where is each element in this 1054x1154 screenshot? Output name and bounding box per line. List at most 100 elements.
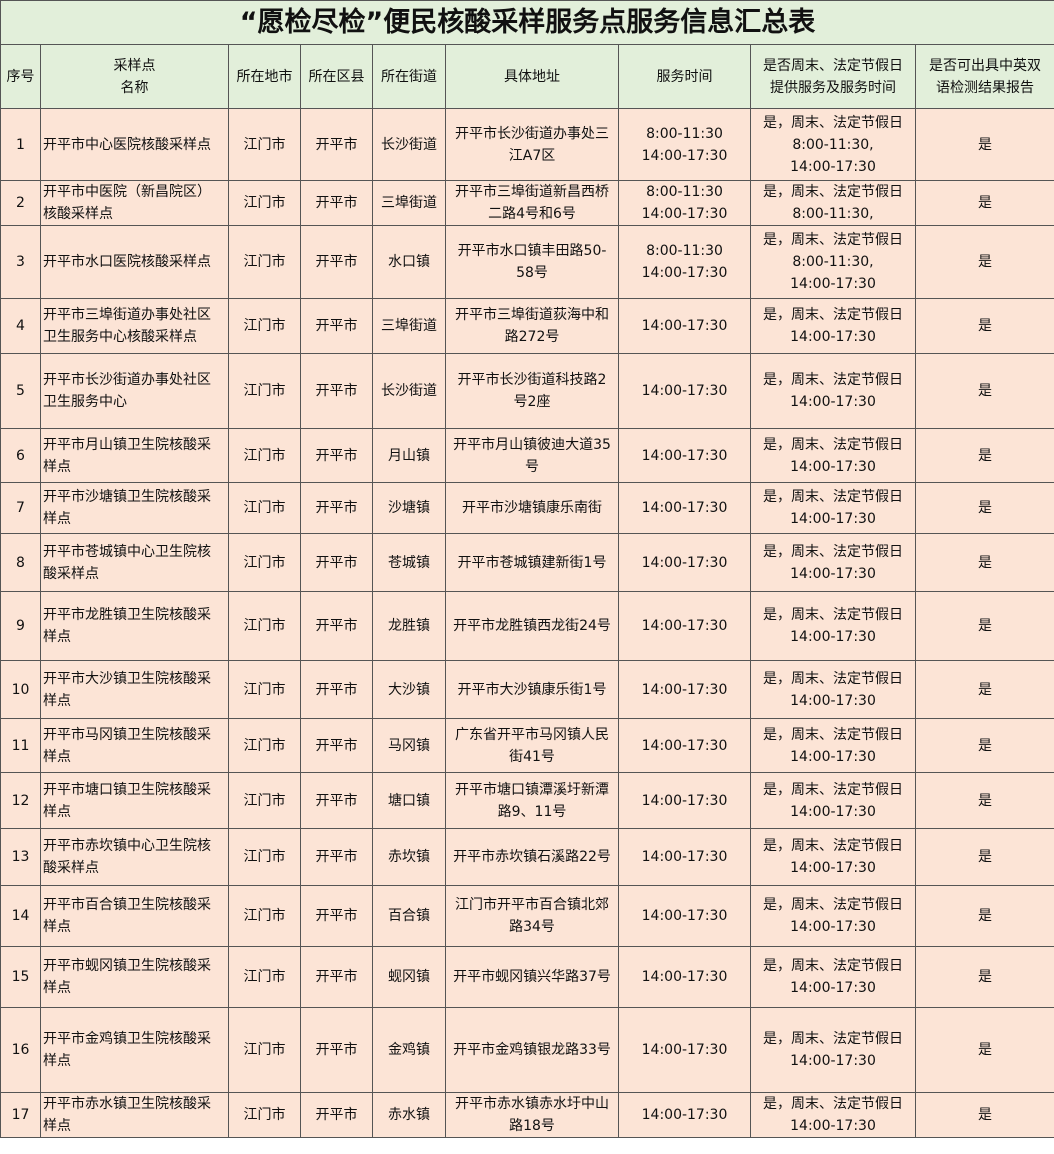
cell-city: 江门市 bbox=[228, 298, 301, 354]
cell-site-name: 开平市龙胜镇卫生院核酸采 样点 bbox=[40, 591, 229, 661]
cell-index: 14 bbox=[0, 885, 41, 947]
cell-bilingual-report: 是 bbox=[915, 482, 1054, 534]
cell-district: 开平市 bbox=[300, 353, 373, 429]
table-row: 13 开平市赤坎镇中心卫生院核 酸采样点 江门市 开平市 赤坎镇 开平市赤坎镇石溪路22号… bbox=[0, 828, 1054, 886]
column-header-index: 序号 bbox=[0, 44, 41, 109]
cell-street: 水口镇 bbox=[372, 225, 446, 299]
cell-city: 江门市 bbox=[228, 828, 301, 886]
cell-index: 9 bbox=[0, 591, 41, 661]
cell-address: 开平市大沙镇康乐街1号 bbox=[445, 660, 619, 719]
cell-bilingual-report: 是 bbox=[915, 591, 1054, 661]
table-title: “愿检尽检”便民核酸采样服务点服务信息汇总表 bbox=[0, 0, 1054, 45]
cell-site-name: 开平市蚬冈镇卫生院核酸采 样点 bbox=[40, 946, 229, 1008]
cell-weekend-service: 是，周末、法定节假日 14:00-17:30 bbox=[750, 482, 916, 534]
cell-street: 三埠街道 bbox=[372, 180, 446, 226]
cell-street: 赤水镇 bbox=[372, 1092, 446, 1138]
cell-weekend-service: 是，周末、法定节假日 14:00-17:30 bbox=[750, 1007, 916, 1093]
cell-bilingual-report: 是 bbox=[915, 660, 1054, 719]
cell-site-name: 开平市大沙镇卫生院核酸采 样点 bbox=[40, 660, 229, 719]
cell-city: 江门市 bbox=[228, 1092, 301, 1138]
cell-service-hours: 14:00-17:30 bbox=[618, 533, 751, 592]
cell-district: 开平市 bbox=[300, 828, 373, 886]
cell-district: 开平市 bbox=[300, 225, 373, 299]
cell-street: 大沙镇 bbox=[372, 660, 446, 719]
cell-weekend-service: 是，周末、法定节假日 14:00-17:30 bbox=[750, 298, 916, 354]
cell-street: 苍城镇 bbox=[372, 533, 446, 592]
cell-address: 开平市三埠街道荻海中和 路272号 bbox=[445, 298, 619, 354]
cell-site-name: 开平市赤坎镇中心卫生院核 酸采样点 bbox=[40, 828, 229, 886]
cell-street: 百合镇 bbox=[372, 885, 446, 947]
cell-index: 5 bbox=[0, 353, 41, 429]
cell-street: 塘口镇 bbox=[372, 772, 446, 829]
cell-street: 赤坎镇 bbox=[372, 828, 446, 886]
cell-address: 开平市长沙街道科技路2 号2座 bbox=[445, 353, 619, 429]
column-header-weekend-service: 是否周末、法定节假日 提供服务及服务时间 bbox=[750, 44, 916, 109]
cell-city: 江门市 bbox=[228, 225, 301, 299]
table-row: 7 开平市沙塘镇卫生院核酸采 样点 江门市 开平市 沙塘镇 开平市沙塘镇康乐南街 14:00… bbox=[0, 482, 1054, 534]
cell-index: 2 bbox=[0, 180, 41, 226]
cell-index: 17 bbox=[0, 1092, 41, 1138]
cell-service-hours: 14:00-17:30 bbox=[618, 591, 751, 661]
cell-index: 16 bbox=[0, 1007, 41, 1093]
cell-service-hours: 14:00-17:30 bbox=[618, 298, 751, 354]
cell-street: 龙胜镇 bbox=[372, 591, 446, 661]
cell-site-name: 开平市苍城镇中心卫生院核 酸采样点 bbox=[40, 533, 229, 592]
cell-weekend-service: 是，周末、法定节假日 8:00-11:30, 14:00-17:30 bbox=[750, 225, 916, 299]
cell-weekend-service: 是，周末、法定节假日 14:00-17:30 bbox=[750, 533, 916, 592]
cell-index: 7 bbox=[0, 482, 41, 534]
cell-index: 3 bbox=[0, 225, 41, 299]
cell-index: 8 bbox=[0, 533, 41, 592]
table-row: 16 开平市金鸡镇卫生院核酸采 样点 江门市 开平市 金鸡镇 开平市金鸡镇银龙路33号 14… bbox=[0, 1007, 1054, 1093]
cell-site-name: 开平市金鸡镇卫生院核酸采 样点 bbox=[40, 1007, 229, 1093]
cell-district: 开平市 bbox=[300, 660, 373, 719]
cell-weekend-service: 是，周末、法定节假日 8:00-11:30, bbox=[750, 180, 916, 226]
cell-weekend-service: 是，周末、法定节假日 14:00-17:30 bbox=[750, 946, 916, 1008]
cell-street: 蚬冈镇 bbox=[372, 946, 446, 1008]
cell-city: 江门市 bbox=[228, 533, 301, 592]
cell-service-hours: 14:00-17:30 bbox=[618, 1007, 751, 1093]
cell-street: 沙塘镇 bbox=[372, 482, 446, 534]
cell-index: 13 bbox=[0, 828, 41, 886]
cell-service-hours: 14:00-17:30 bbox=[618, 772, 751, 829]
cell-weekend-service: 是，周末、法定节假日 14:00-17:30 bbox=[750, 1092, 916, 1138]
cell-index: 12 bbox=[0, 772, 41, 829]
cell-city: 江门市 bbox=[228, 660, 301, 719]
cell-street: 月山镇 bbox=[372, 428, 446, 483]
cell-address: 开平市龙胜镇西龙街24号 bbox=[445, 591, 619, 661]
cell-service-hours: 14:00-17:30 bbox=[618, 660, 751, 719]
table-row: 9 开平市龙胜镇卫生院核酸采 样点 江门市 开平市 龙胜镇 开平市龙胜镇西龙街24号 14:… bbox=[0, 591, 1054, 661]
cell-address: 开平市三埠街道新昌西桥 二路4号和6号 bbox=[445, 180, 619, 226]
cell-address: 开平市赤水镇赤水圩中山 路18号 bbox=[445, 1092, 619, 1138]
cell-weekend-service: 是，周末、法定节假日 14:00-17:30 bbox=[750, 660, 916, 719]
column-header-site-name: 采样点 名称 bbox=[40, 44, 229, 109]
cell-address: 开平市水口镇丰田路50- 58号 bbox=[445, 225, 619, 299]
cell-bilingual-report: 是 bbox=[915, 298, 1054, 354]
cell-index: 10 bbox=[0, 660, 41, 719]
table-row: 10 开平市大沙镇卫生院核酸采 样点 江门市 开平市 大沙镇 开平市大沙镇康乐街1号 14:… bbox=[0, 660, 1054, 719]
cell-site-name: 开平市百合镇卫生院核酸采 样点 bbox=[40, 885, 229, 947]
cell-street: 马冈镇 bbox=[372, 718, 446, 773]
cell-city: 江门市 bbox=[228, 591, 301, 661]
cell-index: 4 bbox=[0, 298, 41, 354]
table-row: 4 开平市三埠街道办事处社区 卫生服务中心核酸采样点 江门市 开平市 三埠街道 开平市三埠… bbox=[0, 298, 1054, 354]
cell-address: 开平市沙塘镇康乐南街 bbox=[445, 482, 619, 534]
cell-index: 6 bbox=[0, 428, 41, 483]
cell-district: 开平市 bbox=[300, 718, 373, 773]
cell-city: 江门市 bbox=[228, 108, 301, 181]
cell-bilingual-report: 是 bbox=[915, 828, 1054, 886]
cell-address: 开平市塘口镇潭溪圩新潭 路9、11号 bbox=[445, 772, 619, 829]
cell-weekend-service: 是，周末、法定节假日 14:00-17:30 bbox=[750, 353, 916, 429]
cell-weekend-service: 是，周末、法定节假日 14:00-17:30 bbox=[750, 772, 916, 829]
cell-bilingual-report: 是 bbox=[915, 885, 1054, 947]
cell-district: 开平市 bbox=[300, 591, 373, 661]
cell-index: 15 bbox=[0, 946, 41, 1008]
table-row: 11 开平市马冈镇卫生院核酸采 样点 江门市 开平市 马冈镇 广东省开平市马冈镇人民 街4… bbox=[0, 718, 1054, 773]
cell-address: 开平市金鸡镇银龙路33号 bbox=[445, 1007, 619, 1093]
table-row: 15 开平市蚬冈镇卫生院核酸采 样点 江门市 开平市 蚬冈镇 开平市蚬冈镇兴华路37号 14… bbox=[0, 946, 1054, 1008]
cell-service-hours: 14:00-17:30 bbox=[618, 885, 751, 947]
cell-bilingual-report: 是 bbox=[915, 353, 1054, 429]
cell-site-name: 开平市水口医院核酸采样点 bbox=[40, 225, 229, 299]
cell-service-hours: 14:00-17:30 bbox=[618, 482, 751, 534]
table-row: 5 开平市长沙街道办事处社区 卫生服务中心 江门市 开平市 长沙街道 开平市长沙街道科技路… bbox=[0, 353, 1054, 429]
